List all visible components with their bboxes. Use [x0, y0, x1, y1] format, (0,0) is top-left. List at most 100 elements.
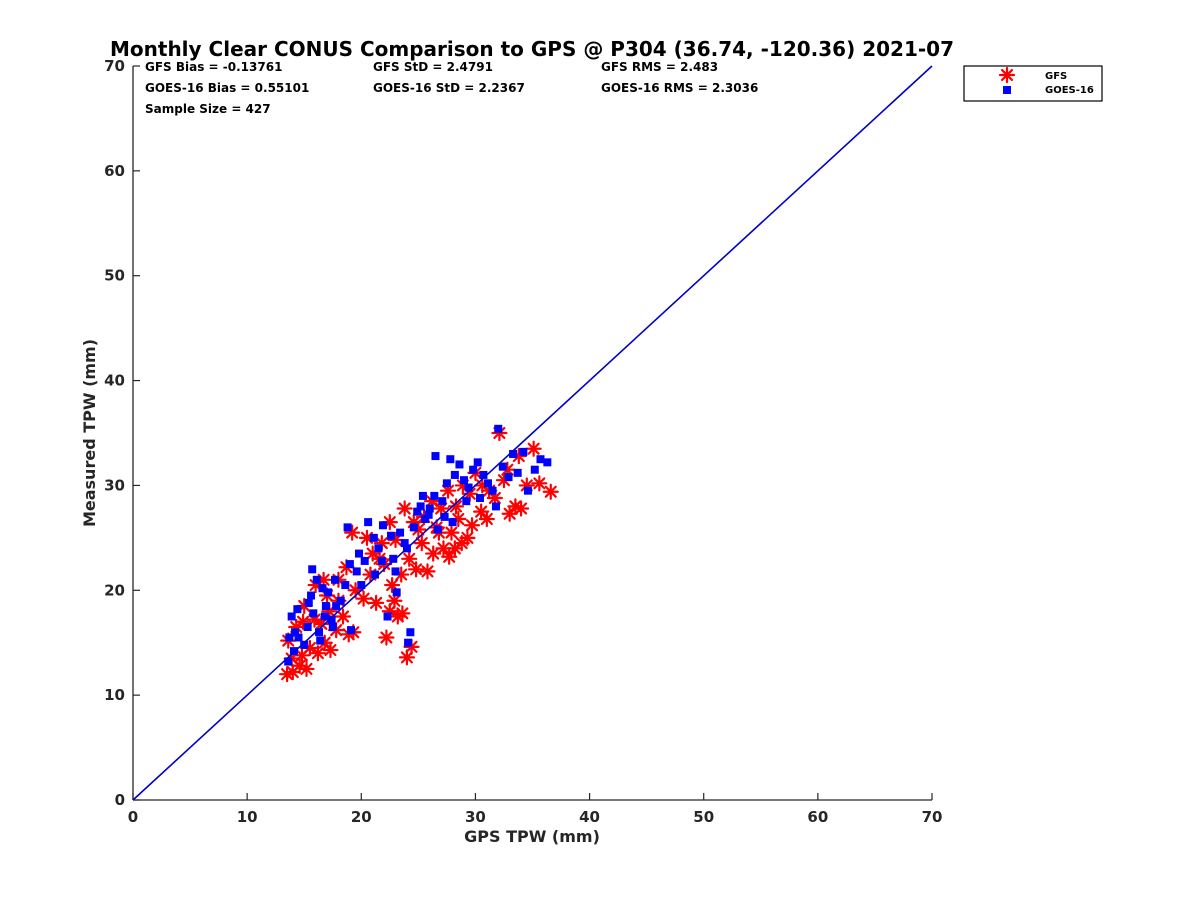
x-tick-label: 70	[922, 808, 943, 826]
goes16-point	[357, 581, 366, 590]
goes16-point	[519, 447, 528, 456]
gfs-point	[394, 605, 411, 622]
goes16-point	[431, 452, 440, 461]
gfs-point	[542, 483, 559, 500]
goes16-point	[498, 462, 507, 471]
gfs-bias-text: GFS Bias = -0.13761	[145, 60, 282, 74]
goes16-point	[483, 479, 492, 488]
goes16-point	[307, 591, 316, 600]
x-axis-label: GPS TPW (mm)	[464, 827, 600, 846]
goes16-point	[304, 598, 313, 607]
goes16-point	[343, 523, 352, 532]
gfs-point	[401, 550, 418, 567]
gfs-point	[355, 590, 372, 607]
goes16-point	[392, 588, 401, 597]
goes16-point	[469, 465, 478, 474]
x-tick-label: 20	[351, 808, 372, 826]
tick-labels: 0 10 20 30 40 50 60 70 0 10 20 30 40 50 60 70	[104, 57, 942, 826]
gfs-point	[447, 498, 465, 515]
goes16-point	[309, 609, 318, 618]
goes16-point	[321, 602, 330, 611]
goes16-point	[293, 605, 302, 614]
goes16-point	[287, 612, 296, 621]
goes16-point	[413, 507, 422, 516]
gfs-point	[419, 563, 436, 580]
goes16-point	[491, 502, 500, 511]
goes16-point	[300, 640, 309, 649]
x-tick-label: 10	[237, 808, 258, 826]
goes16-point	[488, 486, 497, 495]
goes16-point	[404, 638, 413, 647]
goes16-point	[377, 556, 386, 565]
y-tick-label: 10	[104, 686, 125, 704]
goes16-point	[450, 470, 459, 479]
goes16-point	[425, 504, 434, 513]
gfs-point	[334, 608, 352, 625]
goes16-point	[473, 458, 482, 467]
gfs-point	[396, 500, 413, 517]
gfs-point	[443, 524, 460, 541]
legend-goes-label: GOES-16	[1045, 85, 1094, 96]
goes16-point	[331, 575, 340, 584]
gfs-std-text: GFS StD = 2.4791	[373, 60, 493, 74]
goes16-point	[448, 518, 457, 527]
goes16-point	[509, 449, 518, 458]
goes16-point	[543, 458, 552, 467]
gfs-point	[531, 475, 548, 492]
gfs-point	[450, 510, 467, 528]
chart-title: Monthly Clear CONUS Comparison to GPS @ …	[110, 37, 954, 61]
goes16-point	[303, 622, 312, 631]
goes16-point	[294, 633, 303, 642]
goes16-point	[336, 596, 345, 605]
x-tick-label: 0	[128, 808, 138, 826]
gfs-point	[512, 500, 530, 517]
gfs-point	[459, 529, 476, 546]
goes16-point	[475, 494, 484, 503]
goes16-point	[389, 554, 398, 563]
goes16-point	[370, 570, 379, 579]
goes16-point	[374, 544, 383, 553]
reference-line	[132, 65, 933, 801]
goes16-point	[440, 512, 449, 521]
legend-goes-square	[1003, 86, 1011, 94]
x-tick-label: 50	[693, 808, 714, 826]
gfs-point	[378, 629, 395, 646]
goes16-point	[460, 476, 469, 485]
goes16-point	[446, 455, 455, 464]
goes-bias-text: GOES-16 Bias = 0.55101	[145, 81, 309, 95]
goes16-point	[442, 479, 451, 488]
goes16-point	[315, 628, 324, 637]
x-tick-label: 30	[465, 808, 486, 826]
goes16-point	[504, 473, 513, 482]
gfs-point	[298, 660, 315, 678]
goes16-point	[479, 470, 488, 479]
gfs-point	[413, 534, 430, 552]
goes16-point	[430, 491, 439, 500]
gfs-point	[441, 548, 458, 565]
gfs-point	[368, 594, 385, 611]
goes16-point	[369, 533, 378, 542]
goes16-point	[455, 460, 464, 469]
gfs-point	[478, 510, 495, 528]
goes16-point	[312, 575, 321, 584]
goes16-point	[383, 612, 392, 621]
goes16-point	[424, 510, 433, 519]
goes16-point	[513, 468, 522, 477]
legend: GFS GOES-16	[963, 65, 1103, 102]
goes16-point	[462, 497, 471, 506]
goes16-series	[284, 424, 552, 666]
axes	[132, 66, 932, 801]
goes16-point	[320, 612, 329, 621]
gfs-point	[384, 576, 401, 594]
goes16-point	[396, 528, 405, 537]
goes16-point	[386, 531, 395, 540]
gfs-point	[425, 545, 442, 562]
one-to-one-line	[132, 65, 933, 801]
y-tick-label: 20	[104, 581, 125, 599]
goes16-point	[438, 497, 447, 506]
goes16-point	[364, 518, 373, 527]
stats-box: GFS Bias = -0.13761 GFS StD = 2.4791 GFS…	[145, 60, 758, 116]
gfs-point	[322, 641, 339, 659]
goes16-point	[416, 502, 425, 511]
goes16-point	[345, 560, 354, 569]
